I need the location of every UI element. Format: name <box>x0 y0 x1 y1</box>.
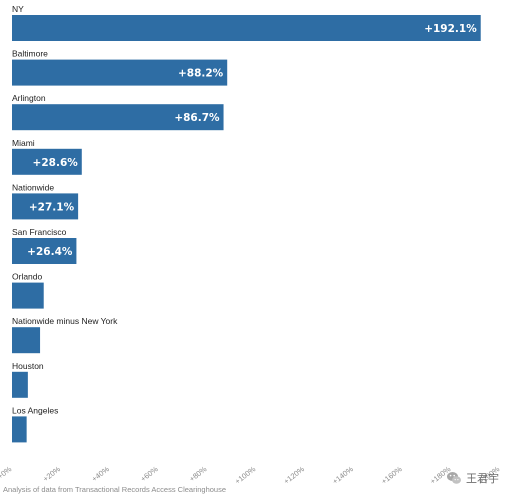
x-tick-label: +120% <box>282 464 306 486</box>
x-tick-label: +60% <box>139 464 160 483</box>
value-label: +192.1% <box>424 23 477 35</box>
category-label: Miami <box>12 138 35 148</box>
category-label: Baltimore <box>12 49 48 59</box>
category-label: Los Angeles <box>12 405 58 415</box>
value-label: +28.6% <box>33 157 79 169</box>
x-axis-ticks: +0% +20% +40% +60% +80% +100% +120% +140% +160% +… <box>0 464 501 486</box>
bar <box>12 238 77 264</box>
category-label: San Francisco <box>12 227 67 237</box>
bar <box>12 371 28 398</box>
bar <box>12 104 224 131</box>
category-label: Nationwide <box>12 182 54 192</box>
x-tick-label: +40% <box>90 464 111 483</box>
bar <box>12 327 41 354</box>
watermark: 王君宇 <box>446 468 499 488</box>
x-tick-label: +100% <box>233 464 257 486</box>
bar <box>12 416 27 443</box>
wechat-icon <box>447 472 461 484</box>
bar <box>12 148 82 175</box>
value-label: +88.2% <box>178 68 224 80</box>
category-label: Arlington <box>12 93 46 103</box>
category-label: Orlando <box>12 272 43 282</box>
x-tick-label: +20% <box>41 464 62 483</box>
bars-layer: NY +192.1% Baltimore +88.2% Arlington +86.7% M… <box>12 4 481 443</box>
value-label: +86.7% <box>174 112 220 124</box>
source-note: Analysis of data from Transactional Reco… <box>3 485 227 494</box>
value-label: +26.4% <box>27 246 73 258</box>
bar <box>12 193 79 220</box>
bar <box>12 15 481 41</box>
category-label: Nationwide minus New York <box>12 316 118 326</box>
bar <box>12 59 228 86</box>
x-tick-label: +0% <box>0 464 13 481</box>
bar <box>12 282 44 309</box>
category-label: Houston <box>12 361 44 371</box>
x-tick-label: +160% <box>380 464 404 486</box>
watermark-text: 王君宇 <box>466 472 499 485</box>
x-tick-label: +140% <box>331 464 355 486</box>
value-label: +27.1% <box>29 201 75 213</box>
x-tick-label: +80% <box>188 464 209 483</box>
category-label: NY <box>12 4 24 14</box>
